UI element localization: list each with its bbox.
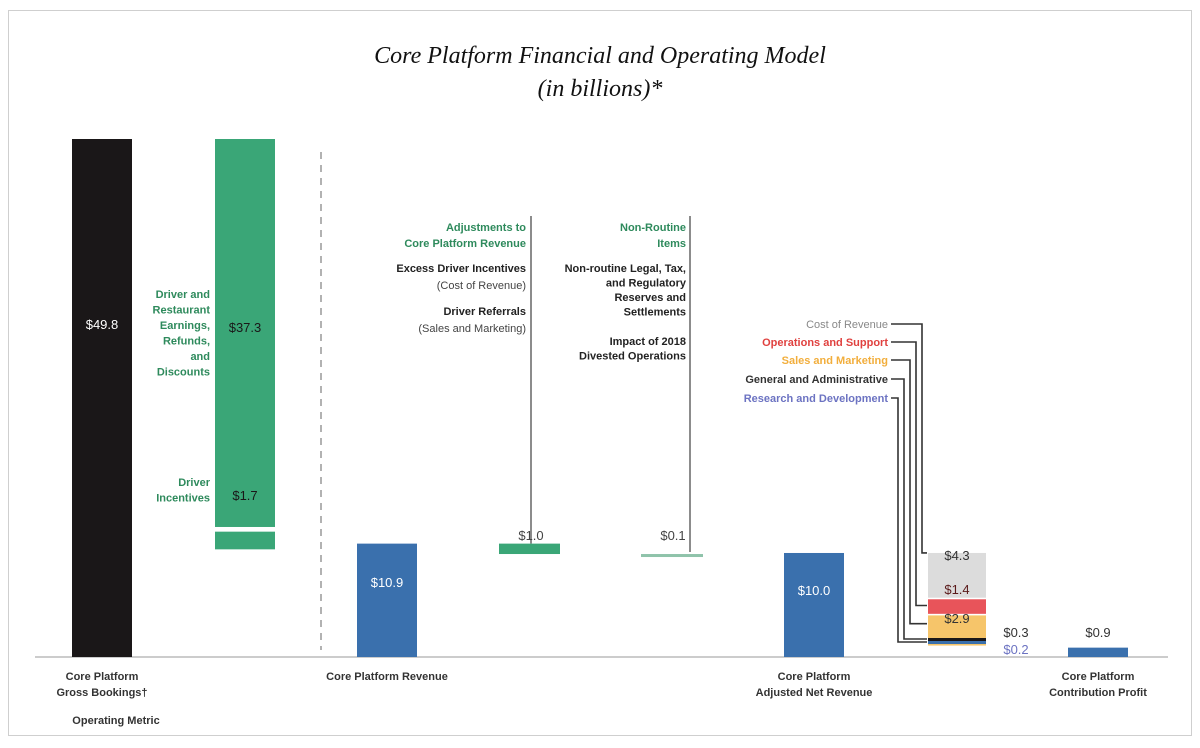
driver-earnings-desc-line: Driver and [156,289,210,301]
non-routine-item-1-line: Non-routine Legal, Tax, [565,263,686,275]
bar-label-adjustments: $1.0 [518,528,543,543]
non-routine-item-2-line: Divested Operations [579,351,686,363]
non-routine-heading-1: Non-Routine [620,222,686,234]
bar-cost-cost-of-revenue [928,552,986,598]
bar-driver-incentives [215,531,275,550]
driver-earnings-desc-line: Discounts [157,367,210,379]
adjustment-item-2: Driver Referrals [443,306,526,318]
category-gross-bookings-2: Gross Bookings† [56,687,147,699]
adjustments-heading-2: Core Platform Revenue [404,238,526,250]
bar-label-research-dev: $0.2 [1003,642,1028,657]
bar-label-driver-earnings: $37.3 [229,320,262,335]
cost-connector-line [891,359,927,625]
chart-title: Core Platform Financial and Operating Mo… [374,43,826,69]
bar-contribution-profit [1068,647,1128,657]
bar-label-adjusted-net-revenue: $10.0 [798,583,831,598]
category-adjusted-net-revenue-1: Core Platform [778,671,851,683]
cost-connector-line [891,341,927,607]
category-revenue: Core Platform Revenue [326,671,448,683]
cost-connector-line [891,323,927,554]
bar-label-sales-marketing: $2.9 [944,611,969,626]
category-contribution-profit-2: Contribution Profit [1049,687,1147,699]
bar-label-revenue: $10.9 [371,575,404,590]
bar-adjustments [499,543,560,555]
bar-driver-earnings [215,139,275,527]
category-gross-bookings-1: Core Platform [66,671,139,683]
bar-adjusted-net-revenue [784,552,844,657]
cost-legend-0: Cost of Revenue [806,319,888,331]
category-adjusted-net-revenue-2: Adjusted Net Revenue [756,687,873,699]
non-routine-item-1-line: and Regulatory [606,278,687,290]
bar-label-contribution-profit: $0.9 [1085,625,1110,640]
operating-metric-label: Operating Metric [72,715,159,727]
bar-label-cost-of-revenue: $4.3 [944,548,969,563]
cost-legend-3: General and Administrative [745,374,888,386]
cost-legend-1: Operations and Support [762,337,888,349]
driver-earnings-desc-line: Earnings, [160,320,210,332]
bar-gross-bookings [72,139,132,657]
adjustment-item-1: Excess Driver Incentives [396,263,526,275]
cost-legend-4: Research and Development [744,393,889,405]
bar-label-general-admin: $0.3 [1003,625,1028,640]
bar-cost-research-and-development [928,641,986,644]
bar-label-gross-bookings: $49.8 [86,317,119,332]
non-routine-heading-2: Items [657,238,686,250]
non-routine-item-1-line: Settlements [624,307,686,319]
bar-cost-general-and-administrative [928,638,986,641]
driver-earnings-desc-line: Refunds, [163,336,210,348]
bar-cost-operations-and-support [928,599,986,614]
chart-subtitle: (in billions)* [538,76,663,102]
driver-earnings-desc-line: Restaurant [153,305,211,317]
driver-incentives-desc-line: Driver [178,477,211,489]
chart-frame [8,10,1192,736]
cost-legend-2: Sales and Marketing [782,355,888,367]
driver-earnings-desc-line: and [190,351,210,363]
non-routine-item-1-line: Reserves and [614,292,686,304]
bar-core-platform-revenue [357,543,417,657]
non-routine-item-2-line: Impact of 2018 [610,336,686,348]
cost-connector-line [891,397,927,643]
bar-label-non-routine: $0.1 [660,528,685,543]
adjustment-item-2-sub: (Sales and Marketing) [418,323,526,335]
category-contribution-profit-1: Core Platform [1062,671,1135,683]
adjustment-item-1-sub: (Cost of Revenue) [437,280,526,292]
bar-label-driver-incentives: $1.7 [232,488,257,503]
adjustments-heading-1: Adjustments to [446,222,526,234]
cost-connector-line [891,378,927,640]
driver-incentives-desc-line: Incentives [156,493,210,505]
bar-label-operations-support: $1.4 [944,582,969,597]
bar-non-routine [641,554,703,558]
